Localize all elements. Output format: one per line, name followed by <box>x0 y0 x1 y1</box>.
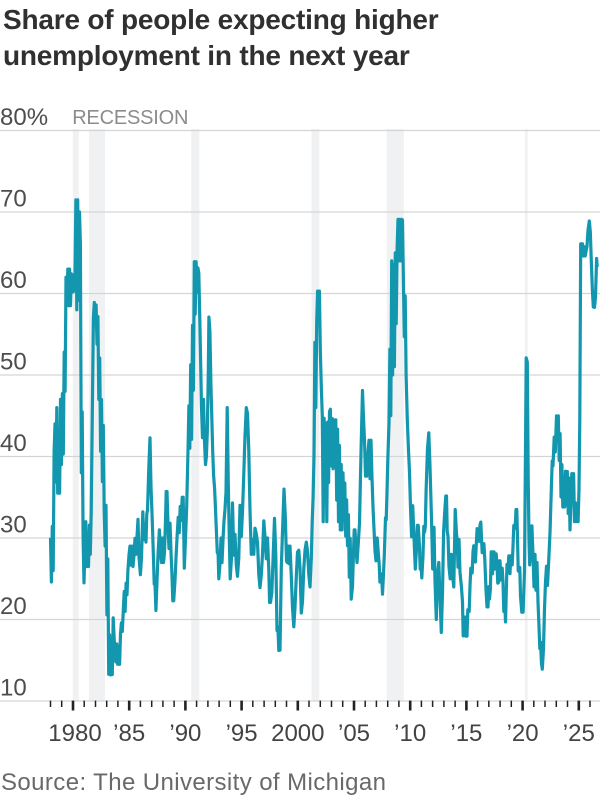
svg-text:’10: ’10 <box>394 720 426 747</box>
svg-text:’20: ’20 <box>507 720 539 747</box>
svg-text:80%: 80% <box>0 104 48 131</box>
svg-text:’15: ’15 <box>450 720 482 747</box>
svg-text:’25: ’25 <box>563 720 595 747</box>
svg-text:20: 20 <box>0 593 27 620</box>
svg-text:2000: 2000 <box>271 720 324 747</box>
svg-text:RECESSION: RECESSION <box>72 107 188 129</box>
svg-text:50: 50 <box>0 349 27 376</box>
svg-text:10: 10 <box>0 675 27 702</box>
svg-text:60: 60 <box>0 267 27 294</box>
svg-text:’85: ’85 <box>113 720 145 747</box>
svg-text:1980: 1980 <box>48 720 101 747</box>
svg-text:’95: ’95 <box>226 720 258 747</box>
svg-text:’05: ’05 <box>338 720 370 747</box>
svg-text:unemployment in the next year: unemployment in the next year <box>3 40 410 71</box>
svg-text:Share of people expecting high: Share of people expecting higher <box>3 4 439 35</box>
svg-text:40: 40 <box>0 430 27 457</box>
svg-text:Source: The University of Mich: Source: The University of Michigan <box>1 769 386 796</box>
svg-text:70: 70 <box>0 186 27 213</box>
svg-text:30: 30 <box>0 512 27 539</box>
svg-text:’90: ’90 <box>169 720 201 747</box>
